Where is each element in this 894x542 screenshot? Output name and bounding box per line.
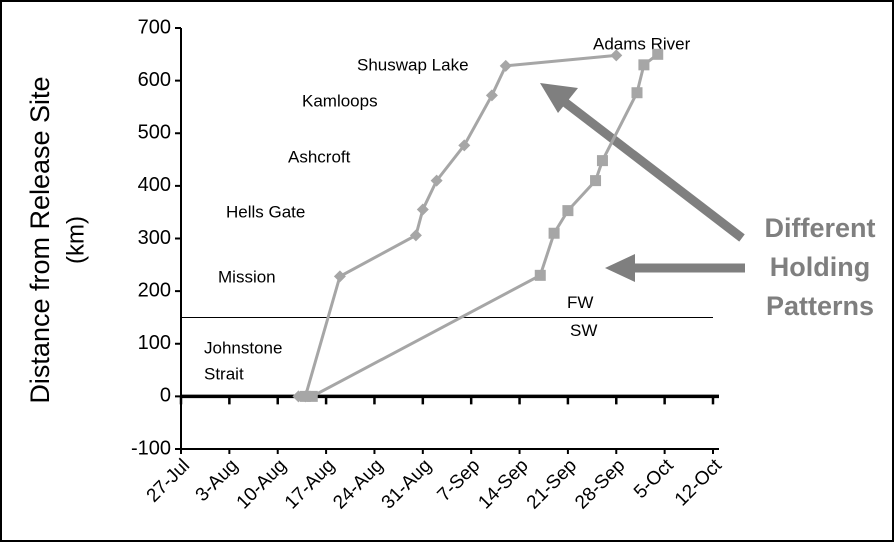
- marker: [430, 174, 443, 187]
- series-line: [305, 53, 659, 398]
- marker: [416, 203, 429, 216]
- y-tick-label: 0: [160, 385, 171, 407]
- y-tick-label: 300: [138, 227, 171, 249]
- location-label: Adams River: [593, 34, 691, 53]
- location-label: Hells Gate: [226, 202, 305, 221]
- marker: [485, 89, 498, 102]
- callout-arrows: [540, 83, 745, 282]
- marker: [638, 59, 650, 71]
- marker: [534, 269, 546, 281]
- location-label: Mission: [218, 267, 276, 286]
- marker: [333, 270, 346, 283]
- y-axis-label: (km): [62, 216, 89, 264]
- location-label: Ashcroft: [288, 147, 351, 166]
- marker: [590, 175, 602, 187]
- marker: [458, 139, 471, 152]
- callout-text: Patterns: [766, 291, 874, 321]
- y-tick-label: 400: [138, 174, 171, 196]
- callout-text: Holding: [770, 252, 870, 282]
- y-tick-label: 200: [138, 279, 171, 301]
- y-tick-label: 600: [138, 69, 171, 91]
- marker: [610, 49, 623, 62]
- callout-text: Different: [764, 213, 875, 243]
- y-tick-label: 700: [138, 16, 171, 38]
- marker: [562, 205, 574, 217]
- marker: [596, 155, 608, 167]
- location-label: Strait: [204, 364, 244, 383]
- marker: [652, 48, 664, 60]
- series-line: [298, 53, 617, 398]
- reference-label: FW: [567, 293, 593, 312]
- marker: [299, 390, 311, 402]
- marker: [409, 229, 422, 242]
- marker: [306, 390, 318, 402]
- location-label: Kamloops: [302, 91, 378, 110]
- y-axis-label: Distance from Release Site: [25, 76, 55, 403]
- location-label: Shuswap Lake: [357, 55, 469, 74]
- marker: [499, 59, 512, 72]
- y-tick-label: 100: [138, 332, 171, 354]
- marker: [548, 227, 560, 239]
- y-tick-label: 500: [138, 122, 171, 144]
- location-label: Johnstone: [204, 338, 282, 357]
- reference-label: SW: [570, 321, 597, 340]
- marker: [631, 87, 643, 99]
- y-tick-label: -100: [131, 437, 171, 459]
